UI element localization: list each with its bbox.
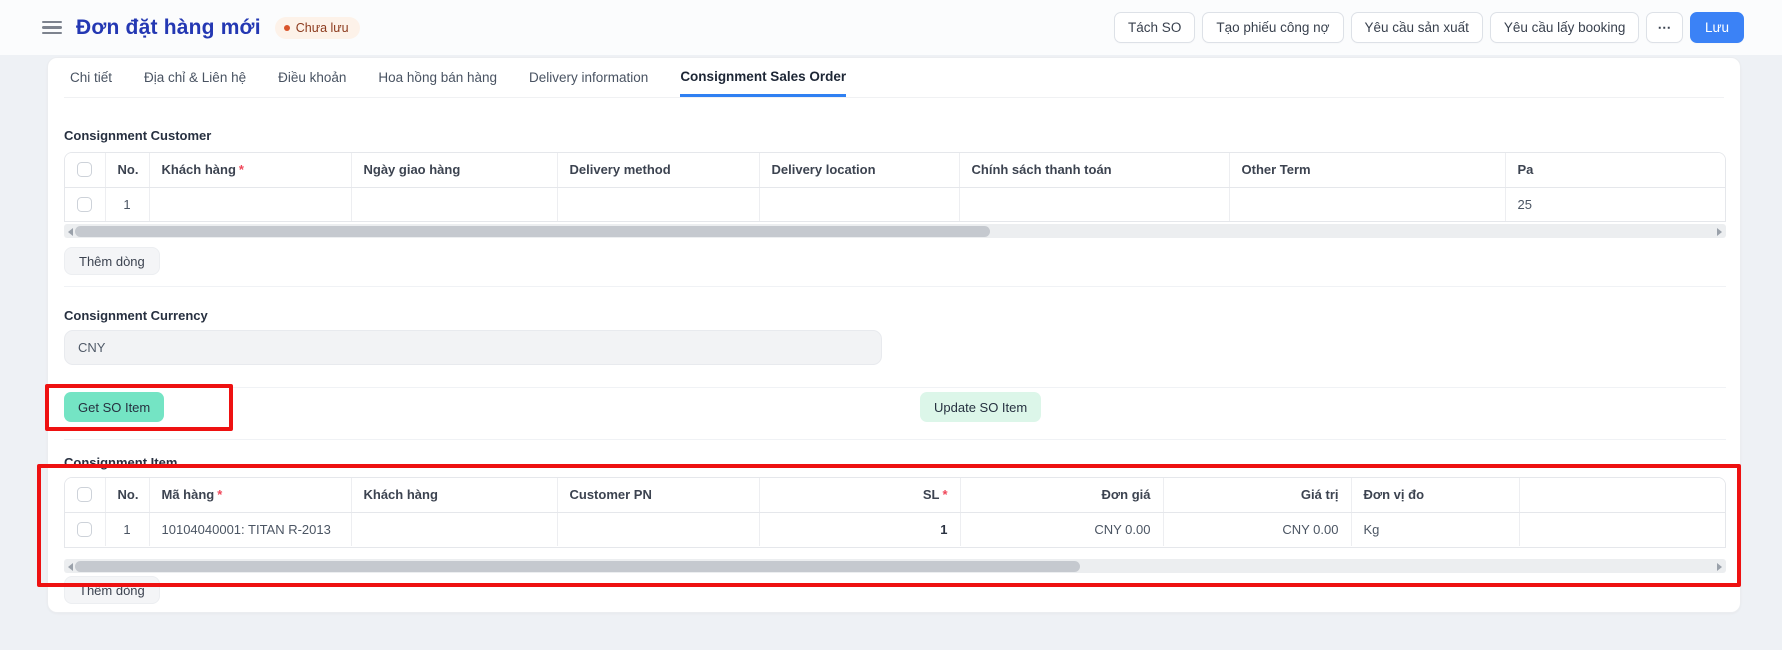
consignment-currency-title: Consignment Currency xyxy=(64,308,208,323)
cell-gia-tri[interactable]: CNY 0.00 xyxy=(1163,512,1352,546)
row-checkbox-cell xyxy=(65,512,106,546)
cell-delivery-method[interactable] xyxy=(557,187,760,221)
section-divider xyxy=(64,286,1726,287)
select-all-checkbox[interactable] xyxy=(77,487,93,503)
customer-add-row-button[interactable]: Thêm dòng xyxy=(64,247,160,275)
consignment-item-title: Consignment Item xyxy=(64,455,178,470)
item-h-scrollbar-thumb[interactable] xyxy=(75,560,1080,572)
cell-empty xyxy=(1519,512,1725,546)
get-so-item-button[interactable]: Get SO Item xyxy=(64,392,165,422)
col-header-partial: Pa xyxy=(1505,153,1725,188)
currency-value: CNY xyxy=(78,340,106,355)
item-select-all-header xyxy=(65,478,106,513)
scroll-left-icon[interactable] xyxy=(68,227,73,236)
scroll-right-icon[interactable] xyxy=(1717,562,1722,571)
status-dot-icon xyxy=(283,24,290,31)
cell-no: 1 xyxy=(105,512,150,546)
col-header-other-term: Other Term xyxy=(1229,153,1506,188)
update-so-item-button[interactable]: Update SO Item xyxy=(920,392,1042,422)
item-add-row-button[interactable]: Thêm dòng xyxy=(64,576,160,604)
consignment-item-table: No. Mã hàng * Khách hàng Customer PN SL * … xyxy=(64,477,1726,548)
item-h-scrollbar[interactable] xyxy=(64,559,1726,573)
scroll-left-icon[interactable] xyxy=(68,562,73,571)
cell-don-gia[interactable]: CNY 0.00 xyxy=(960,512,1164,546)
col-header-chinh-sach-thanh-toan: Chính sách thanh toán xyxy=(959,153,1230,188)
col-header-khach-hang: Khách hàng xyxy=(351,478,558,513)
consignment-customer-table: No. Khách hàng * Ngày giao hàng Delivery … xyxy=(64,152,1726,222)
cell-sl[interactable]: 1 xyxy=(759,512,961,546)
topbar: Đơn đặt hàng mới Chưa lưu Tách SO Tạo ph… xyxy=(0,0,1782,55)
customer-table-row: 1 25 xyxy=(65,187,1725,221)
col-header-sl: SL * xyxy=(759,478,961,513)
required-marker: * xyxy=(942,487,948,503)
cell-no: 1 xyxy=(105,187,150,221)
col-header-ngay-giao-hang: Ngày giao hàng xyxy=(351,153,558,188)
split-so-button[interactable]: Tách SO xyxy=(1114,12,1196,43)
tab-dia-chi-lien-he[interactable]: Địa chỉ & Liên hệ xyxy=(144,70,247,85)
col-header-khach-hang: Khách hàng * xyxy=(149,153,352,188)
booking-request-button[interactable]: Yêu cầu lấy booking xyxy=(1489,12,1640,43)
col-header-ma-hang: Mã hàng * xyxy=(149,478,352,513)
section-divider xyxy=(64,439,1726,440)
cell-other-term[interactable] xyxy=(1229,187,1506,221)
row-checkbox[interactable] xyxy=(77,521,93,537)
select-all-checkbox[interactable] xyxy=(77,162,93,178)
col-header-gia-tri: Giá trị xyxy=(1163,478,1352,513)
topbar-actions: Tách SO Tạo phiếu công nợ Yêu cầu sản xu… xyxy=(1114,12,1744,43)
item-table-row: 1 10104040001: TITAN R-2013 1 CNY 0.00 C… xyxy=(65,512,1725,546)
scroll-right-icon[interactable] xyxy=(1717,227,1722,236)
tab-bar: Chi tiết Địa chỉ & Liên hệ Điều khoản Ho… xyxy=(64,58,1724,98)
cell-customer-pn[interactable] xyxy=(557,512,760,546)
tab-delivery-information[interactable]: Delivery information xyxy=(529,70,649,85)
section-divider xyxy=(64,387,1726,388)
col-header-customer-pn: Customer PN xyxy=(557,478,760,513)
cell-delivery-location[interactable] xyxy=(759,187,960,221)
row-checkbox-cell xyxy=(65,187,106,221)
row-checkbox[interactable] xyxy=(77,196,93,212)
customer-select-all-header xyxy=(65,153,106,188)
save-button[interactable]: Lưu xyxy=(1689,12,1744,43)
tab-hoa-hong-ban-hang[interactable]: Hoa hồng bán hàng xyxy=(378,70,498,85)
customer-header-row: No. Khách hàng * Ngày giao hàng Delivery … xyxy=(65,153,1725,188)
cell-khach-hang[interactable] xyxy=(351,512,558,546)
order-form-card: Chi tiết Địa chỉ & Liên hệ Điều khoản Ho… xyxy=(47,57,1741,613)
status-badge-label: Chưa lưu xyxy=(295,20,349,35)
cell-khach-hang[interactable] xyxy=(149,187,352,221)
customer-h-scrollbar-thumb[interactable] xyxy=(75,225,990,237)
status-badge: Chưa lưu xyxy=(274,16,360,39)
col-header-no: No. xyxy=(105,478,150,513)
currency-input[interactable]: CNY xyxy=(64,330,882,365)
col-header-delivery-location: Delivery location xyxy=(759,153,960,188)
cell-don-vi-do[interactable]: Kg xyxy=(1351,512,1520,546)
tab-dieu-khoan[interactable]: Điều khoản xyxy=(278,70,347,85)
required-marker: * xyxy=(217,487,223,503)
cell-ngay-giao-hang[interactable] xyxy=(351,187,558,221)
cell-chinh-sach-thanh-toan[interactable] xyxy=(959,187,1230,221)
production-request-button[interactable]: Yêu cầu sản xuất xyxy=(1350,12,1483,43)
col-header-delivery-method: Delivery method xyxy=(557,153,760,188)
col-header-don-vi-do: Đơn vị đo xyxy=(1351,478,1520,513)
create-debt-note-button[interactable]: Tạo phiếu công nợ xyxy=(1202,12,1344,43)
menu-icon[interactable] xyxy=(42,20,62,35)
consignment-customer-title: Consignment Customer xyxy=(64,128,212,143)
cell-ma-hang[interactable]: 10104040001: TITAN R-2013 xyxy=(149,512,352,546)
tab-chi-tiet[interactable]: Chi tiết xyxy=(70,70,113,85)
page-title: Đơn đặt hàng mới xyxy=(76,15,261,39)
col-header-empty xyxy=(1519,478,1725,513)
col-header-don-gia: Đơn giá xyxy=(960,478,1164,513)
col-header-no: No. xyxy=(105,153,150,188)
customer-h-scrollbar[interactable] xyxy=(64,224,1726,238)
more-actions-button[interactable]: ⋯ xyxy=(1646,12,1683,43)
required-marker: * xyxy=(238,162,244,178)
tab-consignment-sales-order[interactable]: Consignment Sales Order xyxy=(680,69,847,97)
item-header-row: No. Mã hàng * Khách hàng Customer PN SL * … xyxy=(65,478,1725,513)
cell-partial[interactable]: 25 xyxy=(1517,196,1532,212)
